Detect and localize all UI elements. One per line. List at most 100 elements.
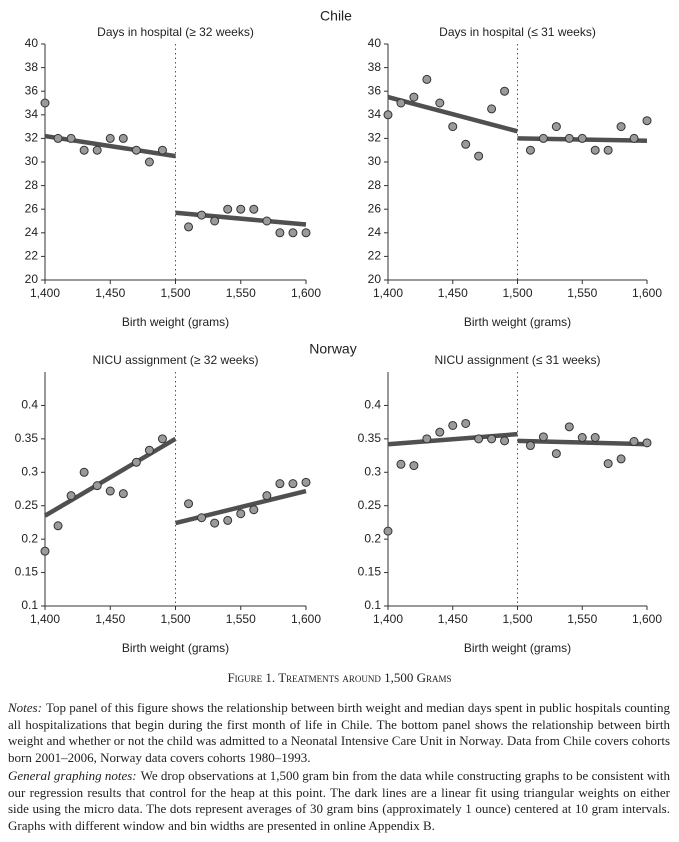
- data-point: [131, 457, 141, 467]
- y-tick-label: 0.35: [15, 431, 39, 445]
- data-point: [40, 546, 50, 556]
- y-tick-label: 20: [25, 272, 39, 286]
- data-point: [448, 420, 458, 430]
- chart-title: Days in hospital (≤ 31 weeks): [439, 25, 596, 39]
- y-tick-label: 30: [368, 154, 382, 168]
- data-point: [577, 433, 587, 443]
- data-point: [525, 441, 535, 451]
- data-point: [92, 145, 102, 155]
- data-point: [53, 521, 63, 531]
- data-point: [487, 104, 497, 114]
- data-point: [236, 204, 246, 214]
- chart-title: Days in hospital (≥ 32 weeks): [97, 25, 254, 39]
- data-point: [249, 505, 259, 515]
- data-point: [629, 133, 639, 143]
- data-point: [79, 467, 89, 477]
- data-point: [396, 459, 406, 469]
- data-point: [118, 133, 128, 143]
- x-tick-label: 1,550: [567, 612, 597, 626]
- y-tick-label: 0.15: [15, 565, 39, 579]
- x-tick-label: 1,400: [30, 286, 60, 300]
- y-tick-label: 34: [25, 107, 39, 121]
- y-tick-label: 32: [368, 131, 382, 145]
- x-tick-label: 1,600: [632, 286, 662, 300]
- y-tick-label: 34: [368, 107, 382, 121]
- note-label: Notes:: [8, 700, 42, 715]
- data-point: [461, 418, 471, 428]
- fit-line: [175, 210, 307, 227]
- x-tick-label: 1,400: [30, 612, 60, 626]
- y-tick-label: 32: [25, 131, 39, 145]
- data-point: [66, 133, 76, 143]
- data-point: [131, 145, 141, 155]
- y-tick-label: 40: [368, 36, 382, 50]
- x-axis-label: Birth weight (grams): [122, 641, 229, 655]
- data-point: [157, 145, 167, 155]
- x-tick-label: 1,550: [567, 286, 597, 300]
- data-point: [577, 133, 587, 143]
- data-point: [435, 98, 445, 108]
- data-point: [301, 477, 311, 487]
- x-tick-label: 1,500: [502, 612, 532, 626]
- data-point: [288, 228, 298, 238]
- x-tick-label: 1,600: [291, 286, 321, 300]
- data-point: [603, 459, 613, 469]
- data-point: [590, 145, 600, 155]
- data-point: [538, 133, 548, 143]
- data-point: [500, 436, 510, 446]
- y-tick-label: 0.35: [358, 431, 382, 445]
- panel-heading: Chile: [320, 8, 352, 24]
- data-point: [223, 515, 233, 525]
- y-tick-label: 28: [368, 178, 382, 192]
- data-point: [105, 133, 115, 143]
- data-point: [590, 433, 600, 443]
- y-tick-label: 26: [25, 201, 39, 215]
- data-point: [603, 145, 613, 155]
- y-tick-label: 0.25: [358, 498, 382, 512]
- x-tick-label: 1,500: [160, 612, 190, 626]
- x-axis-label: Birth weight (grams): [122, 315, 229, 329]
- y-tick-label: 26: [368, 201, 382, 215]
- data-point: [118, 489, 128, 499]
- x-tick-label: 1,550: [226, 286, 256, 300]
- data-point: [105, 486, 115, 496]
- fit-line: [174, 488, 307, 526]
- data-point: [197, 210, 207, 220]
- x-tick-label: 1,400: [373, 612, 403, 626]
- y-tick-label: 0.4: [364, 398, 381, 412]
- data-point: [210, 216, 220, 226]
- data-point: [396, 98, 406, 108]
- x-tick-label: 1,450: [95, 612, 125, 626]
- data-point: [448, 122, 458, 132]
- data-point: [275, 228, 285, 238]
- y-tick-label: 28: [25, 178, 39, 192]
- x-tick-label: 1,400: [373, 286, 403, 300]
- y-tick-label: 0.1: [364, 598, 381, 612]
- y-tick-label: 20: [368, 272, 382, 286]
- data-point: [210, 518, 220, 528]
- y-tick-label: 0.4: [21, 398, 38, 412]
- data-point: [236, 509, 246, 519]
- x-axis-label: Birth weight (grams): [464, 641, 571, 655]
- data-point: [262, 491, 272, 501]
- note-label: General graphing notes:: [8, 768, 137, 783]
- data-point: [197, 513, 207, 523]
- notes: Notes: Top panel of this figure shows the…: [8, 700, 670, 836]
- y-tick-label: 38: [25, 60, 39, 74]
- fit-line: [387, 431, 518, 447]
- data-point: [144, 157, 154, 167]
- data-point: [525, 145, 535, 155]
- fit-line: [387, 94, 519, 134]
- data-point: [422, 74, 432, 84]
- data-point: [435, 427, 445, 437]
- y-tick-label: 0.1: [21, 598, 38, 612]
- y-tick-label: 40: [25, 36, 39, 50]
- data-point: [184, 499, 194, 509]
- data-point: [92, 481, 102, 491]
- figure: Chile Norway Days in hospital (≥ 32 week…: [15, 8, 663, 655]
- chart-title: NICU assignment (≤ 31 weeks): [435, 353, 601, 367]
- y-tick-label: 0.2: [364, 531, 381, 545]
- x-tick-label: 1,600: [291, 612, 321, 626]
- y-tick-label: 36: [368, 83, 382, 97]
- note: General graphing notes: We drop observati…: [8, 768, 670, 834]
